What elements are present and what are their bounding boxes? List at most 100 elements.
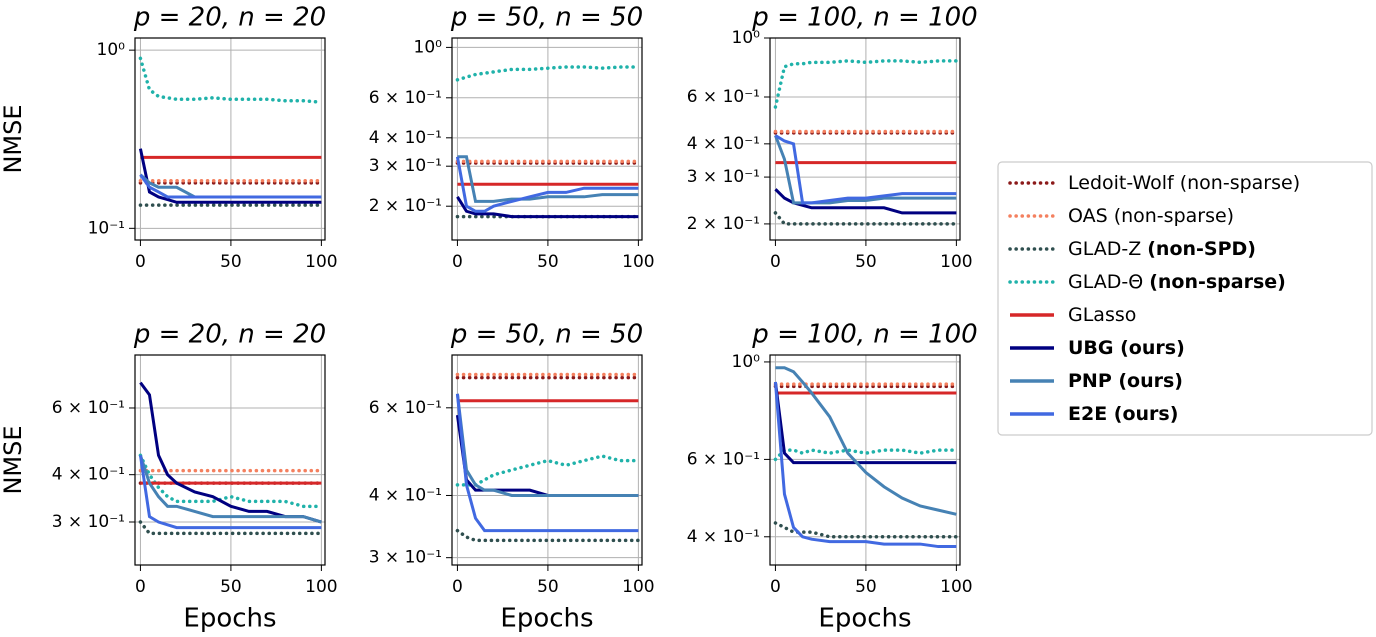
y-axis-label: NMSE: [0, 104, 27, 173]
series-line: [775, 366, 957, 516]
x-axis-label: Epochs: [183, 604, 276, 634]
y-tick-label: 6 × 10⁻¹: [369, 398, 442, 418]
series-line: [456, 196, 639, 219]
legend-label: OAS (non-sparse): [1068, 205, 1234, 227]
y-tick-label: 3 × 10⁻¹: [52, 512, 125, 532]
y-tick-label: 6 × 10⁻¹: [369, 88, 442, 108]
x-tick-label: 50: [537, 252, 559, 272]
x-tick-label: 100: [305, 252, 337, 272]
y-axis-label: NMSE: [0, 425, 27, 494]
series-line: [455, 65, 641, 82]
legend-name: PNP (ours): [1068, 370, 1183, 392]
x-tick-label: 100: [940, 252, 972, 272]
legend-name: GLAD-Θ: [1068, 271, 1143, 293]
x-axis-label: Epochs: [818, 604, 911, 634]
x-tick-label: 50: [220, 252, 242, 272]
legend-name: GLasso: [1068, 304, 1136, 326]
x-tick-label: 100: [622, 252, 654, 272]
series-line: [773, 211, 959, 226]
series-line: [457, 155, 639, 203]
panel-title: p = 100, n = 100: [751, 3, 977, 33]
x-axis-label: Epochs: [500, 604, 593, 634]
series-line: [455, 393, 639, 533]
axes-frame: [451, 37, 643, 241]
legend-note: (non-sparse): [1180, 172, 1300, 194]
series-line: [455, 156, 639, 213]
panel-title: p = 20, n = 20: [133, 3, 326, 33]
series-line: [139, 454, 322, 524]
series-line: [773, 381, 957, 465]
legend-label: E2E (ours): [1068, 403, 1178, 425]
axes-frame: [134, 37, 326, 241]
y-tick-label: 4 × 10⁻¹: [369, 485, 442, 505]
series-line: [138, 148, 322, 204]
y-tick-label: 6 × 10⁻¹: [52, 398, 125, 418]
series-line: [138, 455, 322, 530]
series-line: [138, 453, 324, 509]
legend-name: UBG (ours): [1068, 337, 1185, 359]
series-line: [138, 520, 324, 536]
series-line: [774, 134, 957, 205]
series-line: [774, 134, 957, 205]
legend-name: GLAD-Z: [1068, 238, 1141, 260]
plot-area: [135, 355, 325, 565]
plot-area: [770, 38, 960, 240]
x-tick-label: 0: [452, 577, 463, 597]
legend-label: Ledoit-Wolf (non-sparse): [1068, 172, 1300, 194]
series-line: [138, 56, 324, 105]
x-tick-label: 50: [855, 577, 877, 597]
legend-label: UBG (ours): [1068, 337, 1185, 359]
x-tick-label: 0: [452, 252, 463, 272]
legend-label: GLAD-Z (non-SPD): [1068, 238, 1256, 260]
x-tick-label: 50: [855, 252, 877, 272]
y-tick-label: 10⁰: [414, 37, 443, 57]
panel-title: p = 50, n = 50: [450, 3, 643, 33]
axes-frame: [769, 37, 961, 241]
axes-frame: [769, 354, 961, 566]
panel-title: p = 50, n = 50: [450, 320, 643, 350]
y-tick-label: 10⁻¹: [88, 218, 125, 238]
panel-title: p = 20, n = 20: [133, 320, 326, 350]
x-tick-label: 0: [135, 252, 146, 272]
plot-area: [135, 38, 325, 240]
x-tick-label: 100: [305, 577, 337, 597]
x-tick-label: 50: [537, 577, 559, 597]
legend-note: (non-sparse): [1149, 271, 1286, 293]
x-tick-label: 0: [135, 577, 146, 597]
y-tick-label: 10⁰: [732, 352, 761, 372]
x-tick-label: 50: [220, 577, 242, 597]
x-tick-label: 100: [622, 577, 654, 597]
x-tick-label: 100: [940, 577, 972, 597]
y-tick-label: 4 × 10⁻¹: [687, 527, 760, 547]
plot-area: [452, 355, 642, 565]
axes-frame: [451, 354, 643, 566]
legend-label: PNP (ours): [1068, 370, 1183, 392]
series-line: [773, 521, 959, 539]
series-line: [139, 173, 322, 199]
y-tick-label: 6 × 10⁻¹: [687, 87, 760, 107]
legend-name: Ledoit-Wolf: [1068, 172, 1175, 194]
series-line: [455, 393, 639, 497]
y-tick-label: 10⁰: [97, 40, 126, 60]
legend-name: OAS: [1068, 205, 1108, 227]
plot-area: [770, 355, 960, 565]
legend-note: (non-sparse): [1114, 205, 1234, 227]
axes-frame: [134, 354, 326, 566]
legend-label: GLasso: [1068, 304, 1136, 326]
y-tick-label: 3 × 10⁻¹: [687, 167, 760, 187]
series-line: [773, 59, 959, 109]
y-tick-label: 3 × 10⁻¹: [369, 548, 442, 568]
y-tick-label: 4 × 10⁻¹: [369, 128, 442, 148]
legend-label: GLAD-Θ (non-sparse): [1068, 271, 1286, 293]
series-line: [455, 528, 641, 543]
y-tick-label: 6 × 10⁻¹: [687, 449, 760, 469]
x-tick-label: 0: [770, 577, 781, 597]
y-tick-label: 4 × 10⁻¹: [687, 134, 760, 154]
legend-note: (non-SPD): [1147, 238, 1256, 260]
y-tick-label: 4 × 10⁻¹: [52, 465, 125, 485]
legend-name: E2E (ours): [1068, 403, 1178, 425]
y-tick-label: 2 × 10⁻¹: [687, 214, 760, 234]
y-tick-label: 3 × 10⁻¹: [369, 156, 442, 176]
